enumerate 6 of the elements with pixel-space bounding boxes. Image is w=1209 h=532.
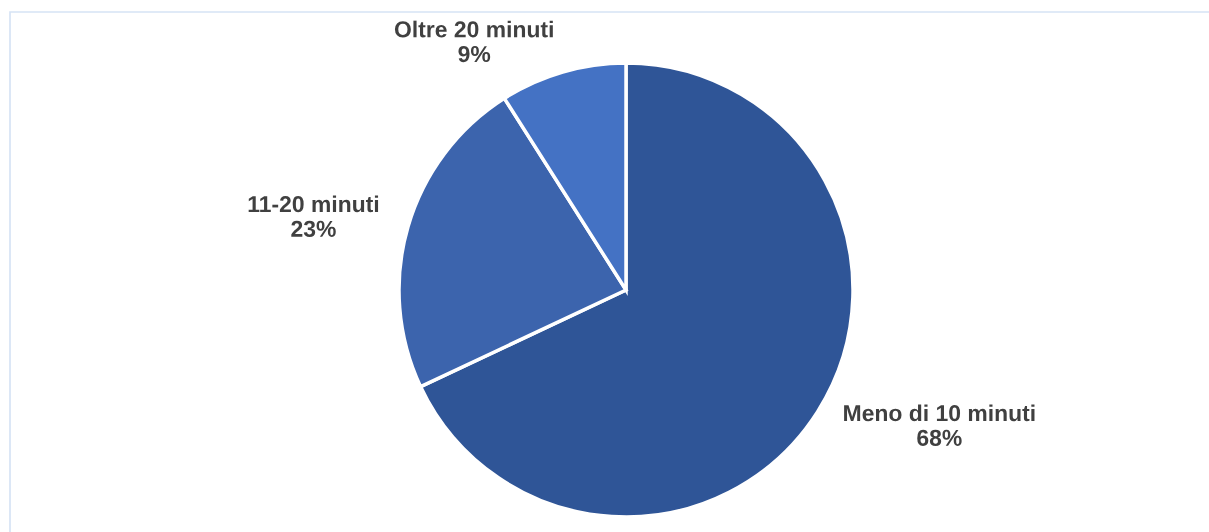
slice-label: Meno di 10 minuti — [844, 404, 1035, 422]
slice-label: 11-20 minuti — [248, 195, 379, 213]
data-label: 9% — [458, 45, 491, 63]
slice-label: Oltre 20 minuti — [394, 20, 553, 38]
data-label: 68% — [917, 429, 962, 446]
data-label: 23% — [291, 220, 336, 237]
